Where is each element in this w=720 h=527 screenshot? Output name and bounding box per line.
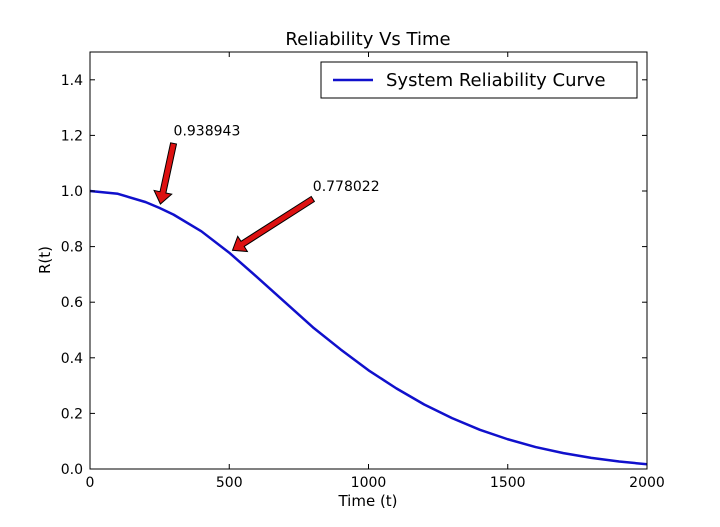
x-tick-label: 1000	[351, 475, 387, 491]
annotation-label: 0.938943	[174, 123, 241, 139]
series-line-0	[89, 189, 648, 466]
y-tick-label: 1.0	[61, 184, 83, 200]
y-axis-label: R(t)	[36, 246, 54, 274]
x-tick-label: 1500	[490, 475, 526, 491]
y-tick-label: 0.0	[61, 462, 83, 478]
y-tick-label: 1.2	[61, 128, 83, 144]
chart-title: Reliability Vs Time	[285, 29, 450, 50]
legend-box	[320, 61, 638, 99]
legend-entry-label: System Reliability Curve	[386, 70, 606, 91]
x-tick-label: 2000	[629, 475, 665, 491]
y-tick-label: 1.4	[61, 73, 83, 89]
annotation-arrow	[153, 142, 178, 205]
annotation-label: 0.778022	[313, 179, 380, 195]
y-tick-label: 0.4	[61, 351, 83, 367]
annotation-arrow	[231, 195, 316, 253]
y-tick-label: 0.8	[61, 240, 83, 256]
x-tick-label: 0	[86, 475, 95, 491]
x-tick-label: 500	[216, 475, 243, 491]
y-tick-label: 0.6	[61, 295, 83, 311]
plot-frame	[89, 51, 648, 470]
y-tick-label: 0.2	[61, 406, 83, 422]
x-axis-label: Time (t)	[337, 492, 397, 510]
